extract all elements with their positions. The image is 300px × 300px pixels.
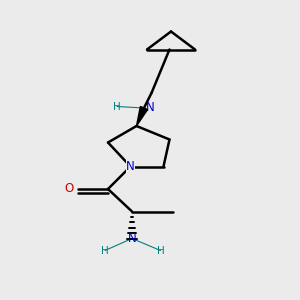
Text: H: H: [101, 245, 109, 256]
Text: N: N: [126, 160, 135, 173]
Text: H: H: [157, 245, 164, 256]
Text: N: N: [128, 232, 136, 245]
Text: N: N: [146, 100, 154, 114]
Polygon shape: [136, 106, 148, 126]
Text: H: H: [113, 101, 121, 112]
Text: O: O: [64, 182, 74, 196]
